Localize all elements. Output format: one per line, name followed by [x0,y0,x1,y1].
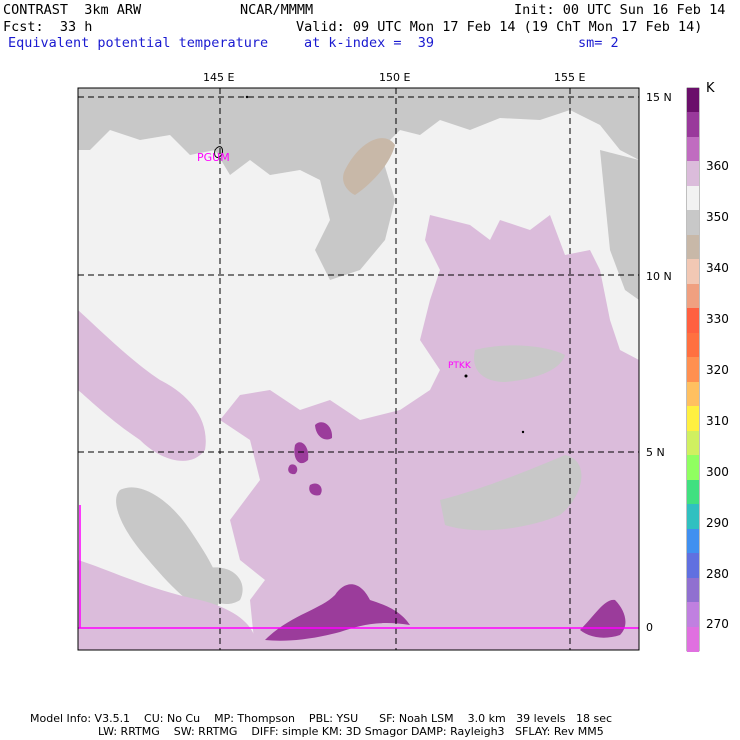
lat-label-equator: 0 [646,621,653,634]
center-title: NCAR/MMMM [240,2,314,18]
colorbar-swatch [687,528,699,554]
forecast-hour: Fcst: 33 h [3,19,93,35]
field-name: Equivalent potential temperature [8,35,269,51]
colorbar-label-300: 300 [706,465,729,479]
chuuk-marker [464,374,468,378]
colorbar-unit: K [706,81,715,96]
colorbar-swatch [687,381,699,407]
colorbar-swatch [687,259,699,285]
lat-label-10n: 10 N [646,270,672,283]
dark-purple-blob-2 [315,422,333,440]
map-frame [77,87,640,651]
lon-label-145: 145 E [203,71,235,84]
station-label-pgum: PGUM [197,151,230,164]
gray-hole-2 [474,345,565,382]
model-title: CONTRAST 3km ARW [3,2,142,18]
lat-label-15n: 15 N [646,91,672,104]
purple-region-main [220,215,639,650]
colorbar-swatch [687,112,699,138]
colorbar-label-310: 310 [706,414,729,428]
lon-label-155: 155 E [554,71,586,84]
colorbar-label-340: 340 [706,261,729,275]
colorbar-swatch [687,626,699,652]
colorbar-swatch [687,332,699,358]
colorbar-swatch [687,234,699,260]
dark-purple-equator [265,584,410,641]
footer-model-info: Model Info: V3.5.1 CU: No Cu MP: Thompso… [30,712,613,725]
dark-purple-blob-1 [294,442,309,464]
graticule [78,88,639,650]
colorbar-label-290: 290 [706,516,729,530]
colorbar-swatch [687,504,699,530]
island-marker-east [521,430,525,434]
colorbar-swatch [687,357,699,383]
station-label-ptkk: PTKK [448,361,471,371]
colorbar-swatch [687,185,699,211]
colorbar-label-320: 320 [706,363,729,377]
gray-patch-south [200,567,243,605]
gray-region-east [600,150,639,300]
purple-region-west [78,310,206,461]
gray-patch-west [116,487,221,611]
dark-purple-blob-3 [309,483,322,496]
level-label: at k-index = 39 [304,35,435,51]
colorbar-label-270: 270 [706,617,729,631]
init-time: Init: 00 UTC Sun 16 Feb 14 [514,2,726,18]
colorbar-swatch [687,406,699,432]
island-marker-north [245,95,249,99]
valid-time: Valid: 09 UTC Mon 17 Feb 14 (19 ChT Mon … [296,19,703,35]
guam-coastline [214,146,223,158]
colorbar-swatch [687,430,699,456]
colorbar-swatch [687,479,699,505]
tan-region [343,138,395,195]
colorbar-swatch [687,308,699,334]
gray-hole-1 [440,455,582,531]
colorbar-label-350: 350 [706,210,729,224]
footer-physics-info: LW: RRTMG SW: RRTMG DIFF: simple KM: 3D … [98,725,604,738]
colorbar-swatch [687,602,699,628]
smoothing-label: sm= 2 [578,35,619,51]
colorbar-label-280: 280 [706,567,729,581]
colorbar-swatch [687,88,699,113]
colorbar-swatch [687,210,699,236]
colorbar-swatch [687,283,699,309]
colorbar-swatch [687,455,699,481]
colorbar-swatch [687,553,699,579]
lon-label-150: 150 E [379,71,411,84]
colorbar-swatch [687,161,699,187]
colorbar-label-330: 330 [706,312,729,326]
colorbar-label-360: 360 [706,159,729,173]
colorbar-swatch [687,136,699,162]
dark-purple-blob-4 [288,464,298,475]
colorbar-swatch [687,577,699,603]
lat-label-5n: 5 N [646,446,665,459]
map-field [78,88,639,650]
